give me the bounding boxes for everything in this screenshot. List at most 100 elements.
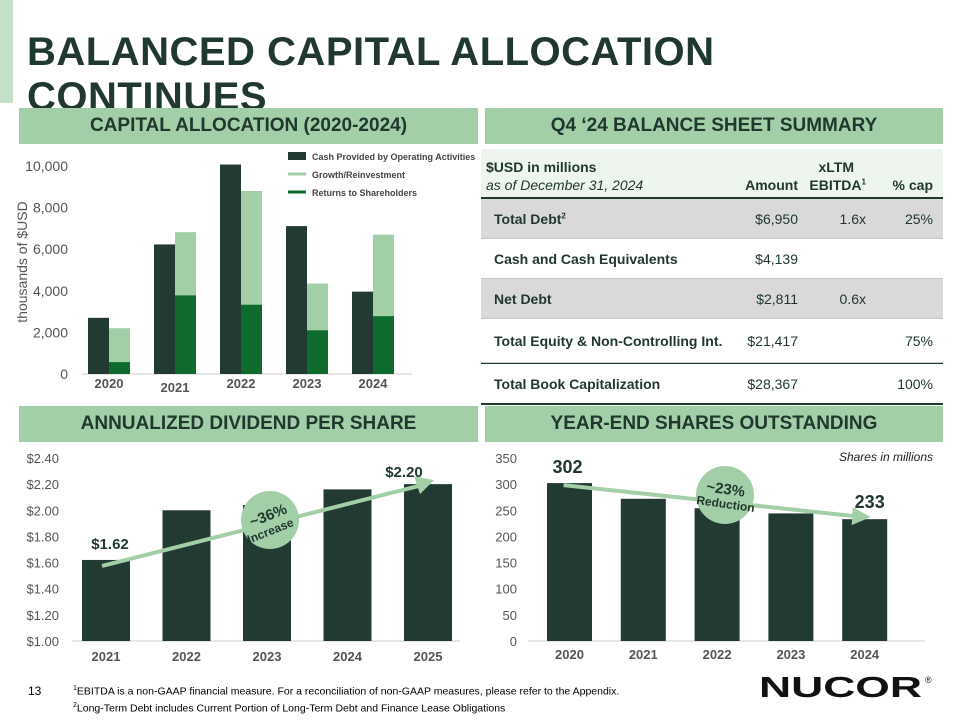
capital-allocation-chart: thousands of $USD 0 2,000 4,000 6,000 8,000 1… — [14, 152, 475, 395]
bar — [547, 483, 592, 641]
logo-text: NUCOR — [759, 673, 922, 704]
x-tick-label: 2022 — [227, 376, 256, 391]
y-tick-label: $2.00 — [26, 503, 59, 518]
trend-arrow-head — [414, 476, 434, 495]
header-ebitda-sup: 1 — [861, 177, 866, 187]
bar-shareholder-returns — [109, 362, 130, 374]
x-tick-label: 2021 — [92, 649, 121, 664]
header-amount: Amount — [745, 177, 798, 193]
bar — [404, 484, 452, 641]
bar — [323, 489, 372, 641]
bar-operating-cash — [88, 317, 109, 374]
x-tick-label: 2025 — [414, 649, 443, 664]
bar-operating-cash — [154, 244, 175, 374]
y-tick-label: $1.40 — [26, 582, 59, 597]
callout-line1: ~23% — [705, 478, 746, 500]
shares-header: YEAR-END SHARES OUTSTANDING — [485, 406, 943, 442]
dividend-chart: $1.00 $1.20 $1.40 $1.60 $1.80 $2.00 $2.20 $2.40… — [26, 451, 460, 664]
footnote-2-text: Long-Term Debt includes Current Portion … — [76, 702, 506, 714]
table-row-total: Total Book Capitalization $28,367 100% — [481, 363, 943, 405]
y-tick-label: 200 — [495, 529, 517, 544]
x-tick-label: 2020 — [555, 647, 584, 662]
y-tick-label: $1.00 — [26, 634, 59, 649]
bar-shareholder-returns — [241, 304, 262, 374]
y-tick-label: 8,000 — [33, 200, 68, 216]
header-xltm: xLTM — [818, 159, 854, 175]
y-tick-label: 0 — [510, 634, 517, 649]
x-tick-label: 2021 — [629, 647, 658, 662]
row-label: Cash and Cash Equivalents — [494, 250, 678, 267]
footnotes: 1EBITDA is a non-GAAP financial measure.… — [73, 682, 619, 715]
data-label: 302 — [552, 457, 582, 477]
callout-circle — [241, 491, 299, 549]
header-date: as of December 31, 2024 — [486, 177, 644, 193]
y-tick-label: 350 — [495, 451, 517, 466]
footnote-1-text: EBITDA is a non-GAAP financial measure. … — [76, 685, 620, 698]
y-tick-label: 6,000 — [33, 241, 68, 257]
y-tick-label: $1.20 — [26, 608, 59, 623]
y-tick-label: 0 — [60, 366, 68, 382]
x-tick-label: 2022 — [172, 649, 201, 664]
y-tick-label: $1.60 — [26, 556, 59, 571]
bar — [162, 510, 211, 641]
footnote-2: 2Long-Term Debt includes Current Portion… — [73, 699, 619, 716]
data-label: $1.62 — [91, 536, 129, 553]
nucor-logo: NUCOR ® — [759, 673, 932, 704]
row-cap: 75% — [904, 332, 933, 349]
x-tick-label: 2023 — [293, 376, 322, 391]
row-label: Total Book Capitalization — [494, 375, 661, 392]
table-row: Total Debt2 $6,950 1.6x 25% — [481, 199, 943, 239]
table-header: $USD in millions as of December 31, 2024… — [481, 149, 943, 199]
y-tick-label: $2.40 — [26, 451, 59, 466]
bar — [842, 519, 888, 641]
x-tick-label: 2022 — [703, 647, 732, 662]
data-label: $2.20 — [385, 464, 423, 481]
callout-circle — [696, 466, 754, 524]
legend-label: Cash Provided by Operating Activities — [312, 152, 475, 162]
y-tick-label: 250 — [495, 503, 517, 518]
row-label-sup: 2 — [561, 210, 566, 220]
bar-operating-cash — [286, 226, 307, 374]
bar — [768, 513, 814, 641]
trend-arrow-head — [851, 507, 871, 526]
row-label: Total Equity & Non-Controlling Int. — [494, 332, 723, 349]
dividend-header: ANNUALIZED DIVIDEND PER SHARE — [19, 406, 478, 442]
bar-operating-cash — [352, 291, 373, 374]
x-tick-label: 2023 — [253, 649, 282, 664]
y-axis-title: thousands of $USD — [14, 201, 30, 322]
row-amount: $6,950 — [755, 210, 798, 227]
header-cap: % cap — [892, 177, 933, 193]
logo-registered: ® — [925, 675, 932, 685]
y-tick-label: 150 — [495, 556, 517, 571]
table-row: Cash and Cash Equivalents $4,139 — [481, 239, 943, 279]
y-tick-label: 4,000 — [33, 283, 68, 299]
x-tick-label: 2024 — [850, 647, 880, 662]
header-units: $USD in millions — [486, 159, 597, 175]
balance-sheet-header: Q4 ‘24 BALANCE SHEET SUMMARY — [485, 108, 943, 144]
bar-shareholder-returns — [373, 316, 394, 374]
footnote-1-sup: 1 — [73, 685, 77, 692]
row-cap: 100% — [897, 375, 933, 392]
footnote-1: 1EBITDA is a non-GAAP financial measure.… — [73, 682, 619, 699]
legend-label: Growth/Reinvestment — [312, 170, 405, 180]
y-tick-label: 100 — [495, 582, 517, 597]
bar-operating-cash — [220, 164, 241, 374]
header-ebitda: EBITDA1 — [809, 177, 866, 193]
x-tick-label: 2024 — [333, 649, 363, 664]
chart-subtitle: Shares in millions — [839, 450, 933, 464]
table-row: Total Equity & Non-Controlling Int. $21,… — [481, 319, 943, 363]
bar-shareholder-returns — [175, 295, 196, 374]
legend-swatch — [288, 152, 306, 160]
x-tick-label: 2023 — [776, 647, 805, 662]
row-amount: $28,367 — [747, 375, 798, 392]
y-tick-label: 300 — [495, 477, 517, 492]
shares-chart: Shares in millions 0 50 100 150 200 250 300 350… — [495, 450, 933, 662]
table-row: Net Debt $2,811 0.6x — [481, 279, 943, 319]
page-number: 13 — [28, 684, 42, 698]
row-amount: $2,811 — [756, 290, 798, 307]
header-ebitda-text: EBITDA — [809, 177, 862, 193]
data-label: 233 — [855, 492, 885, 512]
row-amount: $4,139 — [755, 250, 798, 267]
x-tick-label: 2020 — [95, 376, 124, 391]
accent-bar — [0, 0, 13, 103]
